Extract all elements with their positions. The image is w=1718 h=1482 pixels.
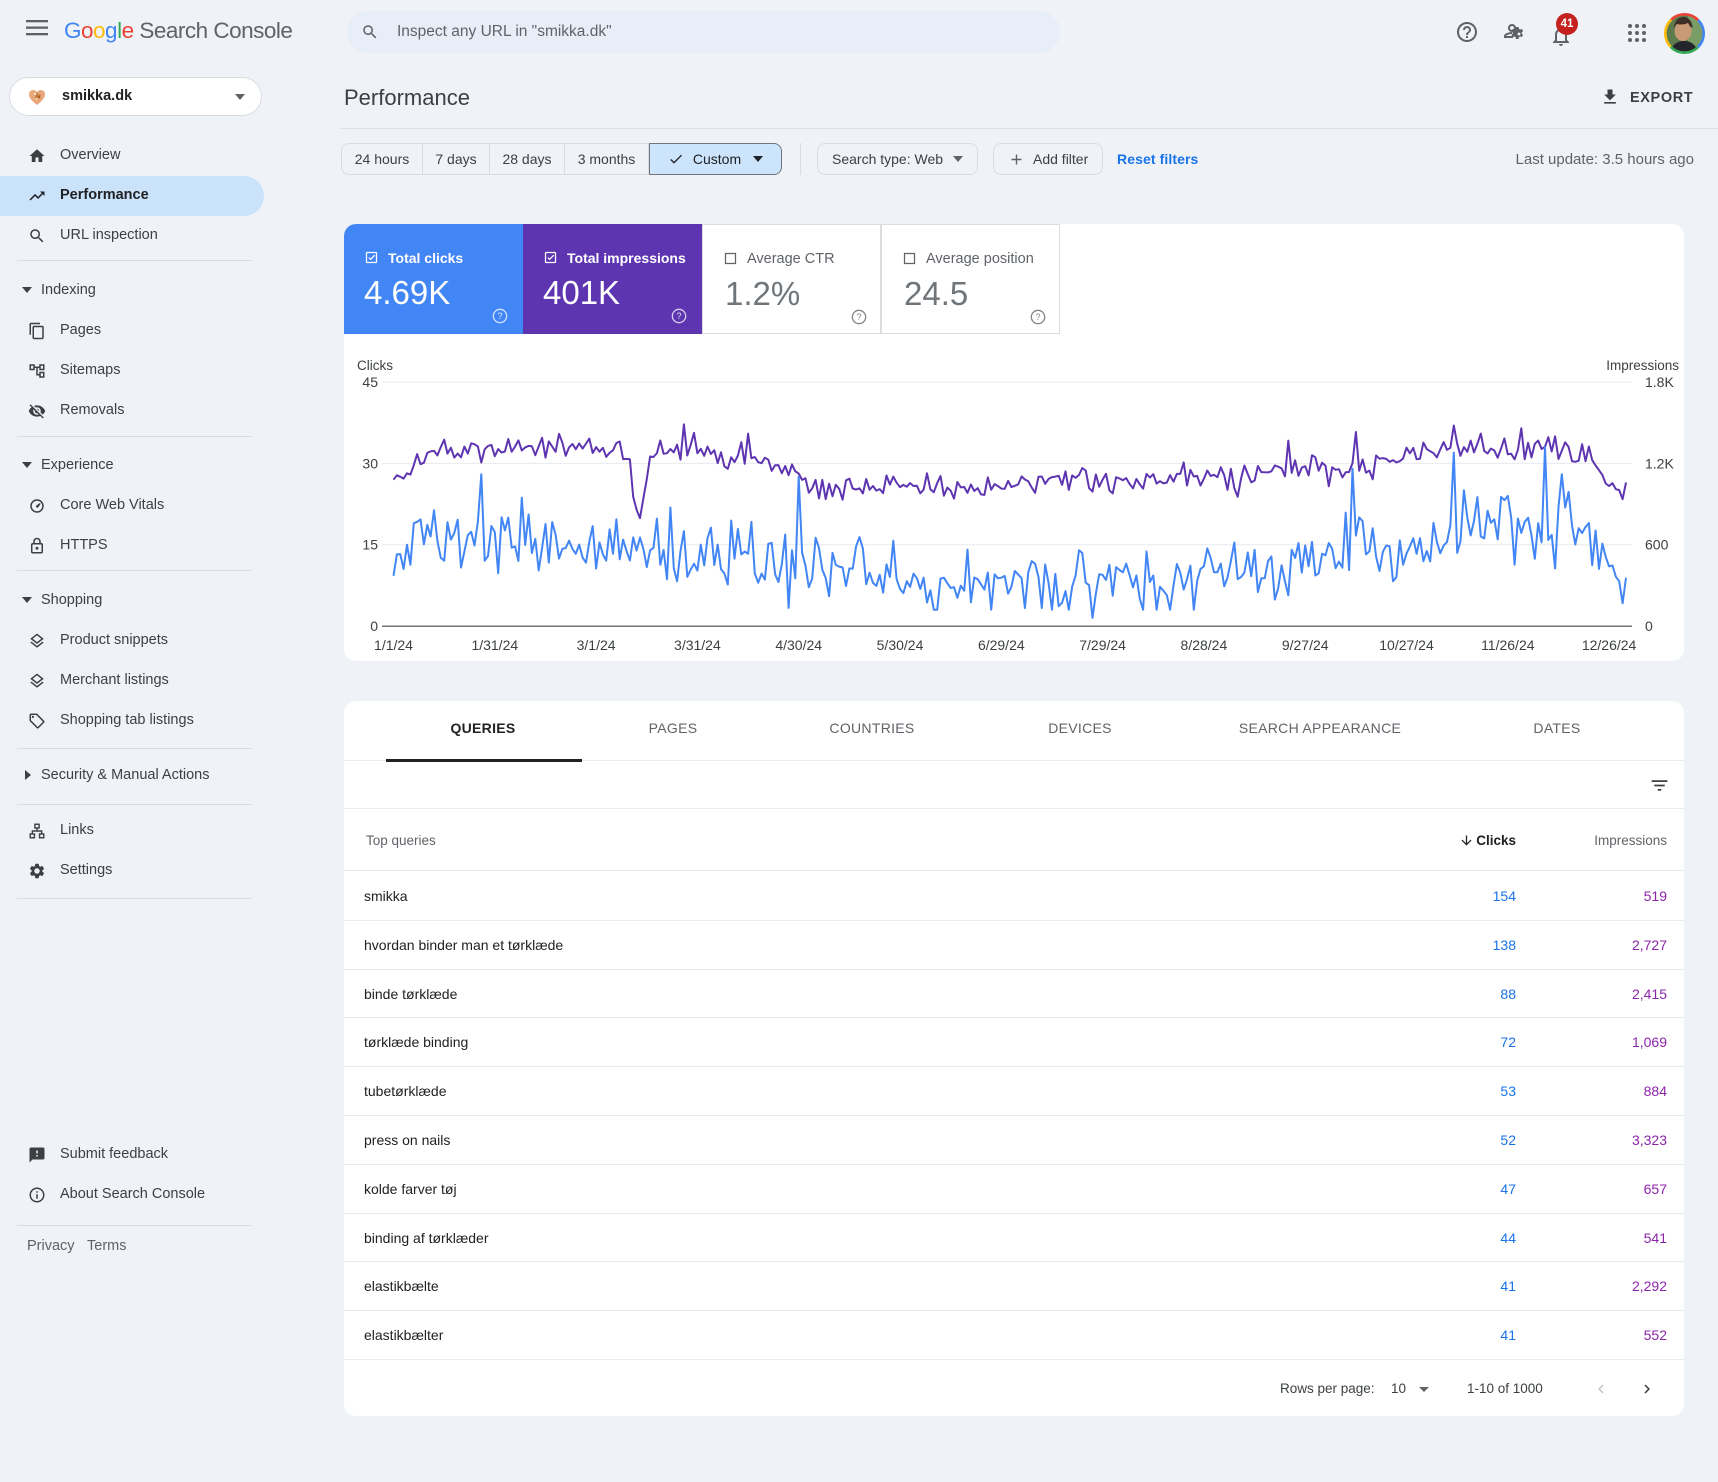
svg-text:7/29/24: 7/29/24 (1079, 637, 1126, 653)
svg-text:3/31/24: 3/31/24 (674, 637, 721, 653)
svg-text:3/1/24: 3/1/24 (577, 637, 616, 653)
svg-text:1/31/24: 1/31/24 (471, 637, 518, 653)
svg-text:?: ? (497, 311, 502, 321)
svg-text:Clicks: Clicks (357, 358, 393, 373)
svg-text:10/27/24: 10/27/24 (1379, 637, 1434, 653)
svg-text:30: 30 (362, 455, 378, 471)
svg-text:1/1/24: 1/1/24 (374, 637, 413, 653)
svg-text:15: 15 (362, 537, 378, 553)
svg-text:6/29/24: 6/29/24 (978, 637, 1025, 653)
svg-text:?: ? (856, 312, 861, 322)
svg-text:1.2K: 1.2K (1645, 455, 1674, 471)
svg-text:?: ? (1035, 312, 1040, 322)
svg-text:8/28/24: 8/28/24 (1181, 637, 1228, 653)
svg-text:600: 600 (1645, 537, 1669, 553)
svg-text:5/30/24: 5/30/24 (877, 637, 924, 653)
svg-text:9/27/24: 9/27/24 (1282, 637, 1329, 653)
svg-text:0: 0 (1645, 618, 1653, 634)
svg-text:11/26/24: 11/26/24 (1481, 637, 1535, 653)
svg-text:?: ? (676, 311, 681, 321)
svg-text:1.8K: 1.8K (1645, 374, 1674, 390)
svg-text:0: 0 (370, 618, 378, 634)
svg-text:12/26/24: 12/26/24 (1582, 637, 1637, 653)
svg-text:Impressions: Impressions (1606, 358, 1679, 373)
svg-text:45: 45 (362, 374, 378, 390)
svg-text:4/30/24: 4/30/24 (775, 637, 822, 653)
